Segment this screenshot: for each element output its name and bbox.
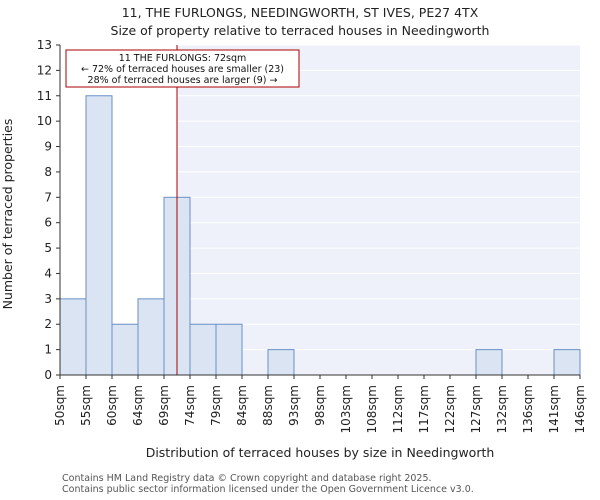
x-tick-label: 146sqm	[573, 385, 587, 433]
x-tick-label: 141sqm	[547, 385, 561, 433]
bar-50sqm	[59, 298, 87, 376]
annotation: 11 THE FURLONGS: 72sqm← 72% of terraced …	[65, 49, 300, 88]
bar-88sqm	[267, 349, 295, 376]
footer-line-1: Contains HM Land Registry data © Crown c…	[62, 473, 432, 484]
x-tick-label: 55sqm	[79, 385, 93, 426]
y-tick-label: 7	[44, 190, 52, 204]
y-tick-label: 12	[37, 63, 52, 77]
y-tick-label: 11	[37, 89, 52, 103]
title-block: 11, THE FURLONGS, NEEDINGWORTH, ST IVES,…	[0, 4, 600, 40]
y-tick-label: 0	[44, 368, 52, 382]
x-axis-title: Distribution of terraced houses by size …	[146, 445, 495, 460]
y-tick-label: 5	[44, 241, 52, 255]
y-tick-label: 4	[44, 266, 52, 280]
x-tick-label: 112sqm	[391, 385, 405, 433]
x-tick-label: 50sqm	[53, 385, 67, 426]
x-tick-label: 64sqm	[131, 385, 145, 426]
x-tick-label: 69sqm	[157, 385, 171, 426]
bar-74sqm	[189, 323, 217, 376]
x-tick-label: 132sqm	[495, 385, 509, 433]
y-tick-label: 8	[44, 165, 52, 179]
x-tick-label: 79sqm	[209, 385, 223, 426]
bar-55sqm	[85, 95, 113, 376]
x-tick-label: 88sqm	[261, 385, 275, 426]
y-tick-label: 9	[44, 140, 52, 154]
axes	[56, 44, 581, 379]
x-tick-label: 84sqm	[235, 385, 249, 426]
plot-background	[177, 45, 580, 375]
x-tick-label: 108sqm	[365, 385, 379, 433]
bar-60sqm	[111, 323, 139, 376]
x-tick-label: 103sqm	[339, 385, 353, 433]
x-tick-label: 74sqm	[183, 385, 197, 426]
x-tick-label: 60sqm	[105, 385, 119, 426]
bar-127sqm	[475, 349, 503, 376]
annotation-line-1: 11 THE FURLONGS: 72sqm	[119, 53, 247, 64]
y-axis-title: Number of terraced properties	[0, 119, 15, 310]
highlight-region	[177, 45, 580, 375]
x-tick-label: 117sqm	[417, 385, 431, 433]
x-tick-label: 127sqm	[469, 385, 483, 433]
chart-title: 11, THE FURLONGS, NEEDINGWORTH, ST IVES,…	[121, 5, 479, 20]
y-tick-label: 6	[44, 216, 52, 230]
y-tick-label: 10	[37, 114, 52, 128]
y-tick-label: 2	[44, 317, 52, 331]
grid-lines	[177, 44, 580, 376]
x-tick-label: 98sqm	[313, 385, 327, 426]
annotation-line-3: 28% of terraced houses are larger (9) →	[88, 75, 278, 86]
y-tick-label: 1	[44, 343, 52, 357]
footer: Contains HM Land Registry data © Crown c…	[62, 473, 474, 495]
x-tick-label: 93sqm	[287, 385, 301, 426]
y-tick-label: 13	[37, 38, 52, 52]
annotation-box	[65, 49, 300, 88]
chart-subtitle: Size of property relative to terraced ho…	[110, 23, 490, 38]
y-tick-label: 3	[44, 292, 52, 306]
x-tick-label: 122sqm	[443, 385, 457, 433]
footer-line-2: Contains public sector information licen…	[62, 483, 474, 495]
x-tick-label: 136sqm	[521, 385, 535, 433]
bar-79sqm	[215, 323, 243, 376]
bar-141sqm	[553, 349, 581, 376]
annotation-line-2: ← 72% of terraced houses are smaller (23…	[81, 64, 284, 75]
bar-64sqm	[137, 298, 165, 376]
